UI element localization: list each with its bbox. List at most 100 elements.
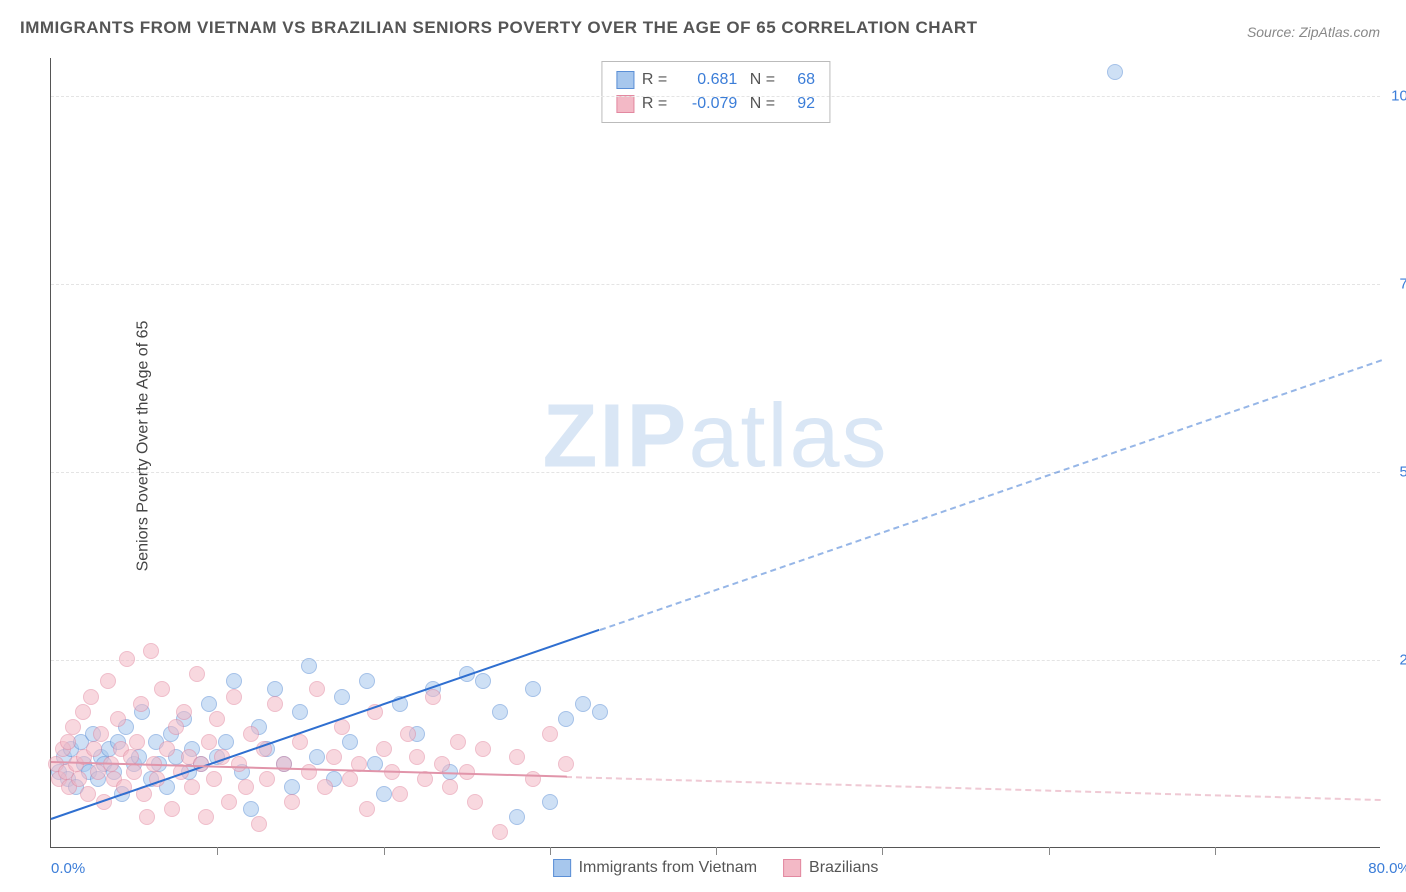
- data-point: [409, 749, 425, 765]
- data-point: [558, 756, 574, 772]
- x-tick-label: 80.0%: [1368, 860, 1406, 877]
- data-point: [509, 809, 525, 825]
- data-point: [284, 779, 300, 795]
- y-tick-label: 25.0%: [1399, 651, 1406, 668]
- x-tick: [882, 847, 883, 855]
- data-point: [400, 726, 416, 742]
- legend-r-value-vietnam: 0.681: [675, 68, 737, 92]
- data-point: [226, 673, 242, 689]
- gridline: [51, 96, 1380, 97]
- data-point: [164, 801, 180, 817]
- series-legend: Immigrants from Vietnam Brazilians: [553, 859, 879, 877]
- data-point: [75, 704, 91, 720]
- data-point: [442, 779, 458, 795]
- y-tick-label: 50.0%: [1399, 463, 1406, 480]
- data-point: [509, 749, 525, 765]
- data-point: [176, 704, 192, 720]
- data-point: [317, 779, 333, 795]
- legend-label-vietnam: Immigrants from Vietnam: [579, 859, 757, 877]
- legend-swatch-icon: [783, 859, 801, 877]
- data-point: [1107, 64, 1123, 80]
- data-point: [119, 651, 135, 667]
- legend-swatch-vietnam: [616, 71, 634, 89]
- data-point: [83, 689, 99, 705]
- data-point: [376, 741, 392, 757]
- x-tick: [384, 847, 385, 855]
- data-point: [238, 779, 254, 795]
- x-tick: [550, 847, 551, 855]
- data-point: [231, 756, 247, 772]
- legend-label-brazilians: Brazilians: [809, 859, 878, 877]
- data-point: [218, 734, 234, 750]
- data-point: [221, 794, 237, 810]
- legend-row-vietnam: R = 0.681 N = 68: [616, 68, 815, 92]
- data-point: [201, 734, 217, 750]
- data-point: [450, 734, 466, 750]
- data-point: [301, 764, 317, 780]
- x-tick: [217, 847, 218, 855]
- data-point: [301, 658, 317, 674]
- legend-swatch-icon: [553, 859, 571, 877]
- y-tick-label: 75.0%: [1399, 275, 1406, 292]
- data-point: [592, 704, 608, 720]
- gridline: [51, 284, 1380, 285]
- data-point: [342, 734, 358, 750]
- data-point: [226, 689, 242, 705]
- data-point: [359, 801, 375, 817]
- data-point: [575, 696, 591, 712]
- source-label: Source: ZipAtlas.com: [1247, 24, 1380, 40]
- data-point: [467, 794, 483, 810]
- data-point: [359, 673, 375, 689]
- data-point: [133, 696, 149, 712]
- data-point: [184, 779, 200, 795]
- legend-item-vietnam: Immigrants from Vietnam: [553, 859, 757, 877]
- data-point: [434, 756, 450, 772]
- data-point: [284, 794, 300, 810]
- regression-line-dashed: [566, 776, 1381, 801]
- y-tick-label: 100.0%: [1391, 87, 1406, 104]
- x-tick-label: 0.0%: [51, 860, 85, 877]
- data-point: [65, 719, 81, 735]
- data-point: [492, 824, 508, 840]
- data-point: [154, 681, 170, 697]
- data-point: [86, 741, 102, 757]
- data-point: [525, 681, 541, 697]
- data-point: [110, 711, 126, 727]
- legend-n-value-vietnam: 68: [783, 68, 815, 92]
- data-point: [309, 681, 325, 697]
- x-tick: [716, 847, 717, 855]
- data-point: [189, 666, 205, 682]
- data-point: [139, 809, 155, 825]
- x-tick: [1049, 847, 1050, 855]
- data-point: [206, 771, 222, 787]
- data-point: [168, 719, 184, 735]
- data-point: [126, 764, 142, 780]
- chart-title: IMMIGRANTS FROM VIETNAM VS BRAZILIAN SEN…: [20, 18, 978, 38]
- data-point: [209, 711, 225, 727]
- data-point: [342, 771, 358, 787]
- regression-line-dashed: [599, 359, 1381, 631]
- legend-n-label: N =: [745, 68, 775, 92]
- data-point: [267, 681, 283, 697]
- legend-item-brazilians: Brazilians: [783, 859, 878, 877]
- data-point: [71, 771, 87, 787]
- data-point: [276, 756, 292, 772]
- data-point: [309, 749, 325, 765]
- correlation-legend: R = 0.681 N = 68 R = -0.079 N = 92: [601, 61, 830, 123]
- data-point: [159, 741, 175, 757]
- data-point: [243, 726, 259, 742]
- data-point: [267, 696, 283, 712]
- data-point: [259, 771, 275, 787]
- data-point: [292, 704, 308, 720]
- data-point: [542, 794, 558, 810]
- x-tick: [1215, 847, 1216, 855]
- gridline: [51, 472, 1380, 473]
- data-point: [558, 711, 574, 727]
- data-point: [143, 643, 159, 659]
- legend-swatch-brazilians: [616, 95, 634, 113]
- data-point: [475, 673, 491, 689]
- data-point: [334, 689, 350, 705]
- data-point: [542, 726, 558, 742]
- data-point: [326, 749, 342, 765]
- data-point: [93, 726, 109, 742]
